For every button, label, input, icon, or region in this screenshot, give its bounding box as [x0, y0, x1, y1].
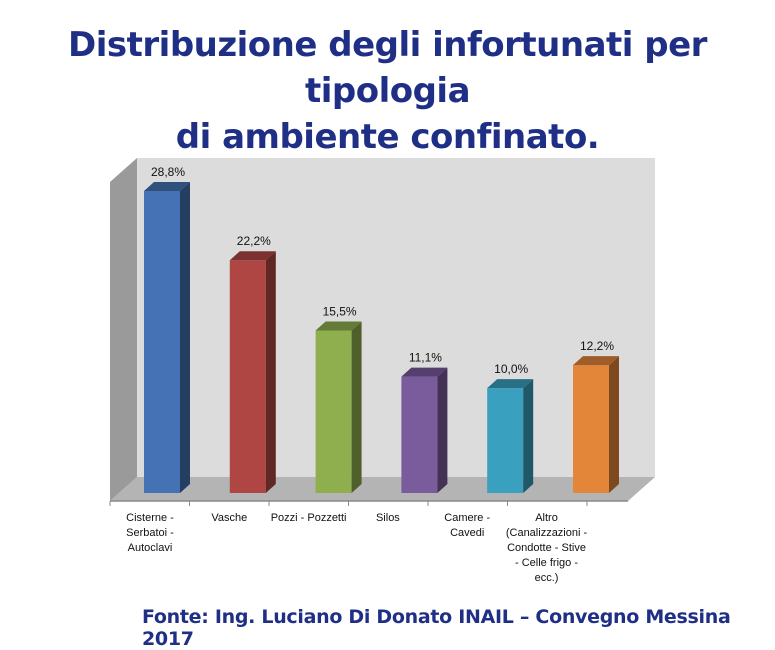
- data-label: 15,5%: [323, 304, 357, 318]
- left-wall: [110, 158, 137, 501]
- data-label: 22,2%: [237, 234, 271, 248]
- bar-5-side: [609, 356, 619, 493]
- bar-3-front: [401, 376, 438, 493]
- category-label-line: Altro: [535, 512, 558, 524]
- bar-4-front: [487, 388, 524, 493]
- data-label: 12,2%: [580, 339, 614, 353]
- category-label-line: Serbatoi -: [126, 527, 174, 539]
- bar-3-top: [401, 367, 448, 377]
- bar-5-top: [573, 356, 619, 366]
- category-label: Vasche: [187, 511, 271, 526]
- bar-1-side: [265, 251, 276, 493]
- category-label: Altro (Canalizzazioni - Condotte - Stive - …: [505, 511, 589, 586]
- bar-0-top: [144, 182, 190, 191]
- category-label-line: (Canalizzazioni -: [505, 527, 588, 539]
- category-label: Cisterne - Serbatoi - Autoclavi: [108, 511, 192, 556]
- title-line-1: Distribuzione degli infortunati per tipo…: [68, 25, 707, 111]
- bar-5-front: [573, 365, 609, 493]
- bar-0-front: [144, 191, 180, 493]
- category-label-line: Condotte - Stive: [507, 542, 586, 554]
- category-label: Silos: [346, 511, 430, 526]
- category-label-line: Camere -: [444, 512, 491, 524]
- bar-1-top: [229, 251, 276, 261]
- bar-3-side: [437, 367, 448, 493]
- bar-2-side: [351, 321, 362, 493]
- category-label-line: Cavedi: [450, 527, 485, 539]
- category-label: Pozzi - Pozzetti: [267, 511, 351, 526]
- data-label: 10,0%: [494, 362, 528, 376]
- page-title: Distribuzione degli infortunati per tipo…: [0, 22, 775, 160]
- category-label-line: Pozzi - Pozzetti: [270, 512, 347, 524]
- bar-4-side: [523, 379, 534, 493]
- data-label: 28,8%: [151, 165, 185, 179]
- category-label-line: Silos: [375, 512, 400, 524]
- category-label-line: ecc.): [534, 572, 559, 584]
- category-label-line: Autoclavi: [127, 542, 173, 554]
- category-label-line: - Celle frigo -: [515, 557, 578, 569]
- bar-0-side: [180, 182, 190, 493]
- bar-4-top: [487, 379, 534, 389]
- category-label: Camere - Cavedi: [425, 511, 509, 541]
- bar-2-top: [315, 321, 362, 331]
- category-label-line: Vasche: [211, 512, 248, 524]
- source-note: Fonte: Ing. Luciano Di Donato INAIL – Co…: [142, 606, 731, 650]
- title-line-2: di ambiente confinato.: [175, 117, 600, 157]
- bar-2-front: [315, 330, 352, 493]
- bar-1-front: [229, 260, 266, 493]
- category-label-line: Cisterne -: [126, 512, 174, 524]
- data-label: 11,1%: [409, 351, 442, 365]
